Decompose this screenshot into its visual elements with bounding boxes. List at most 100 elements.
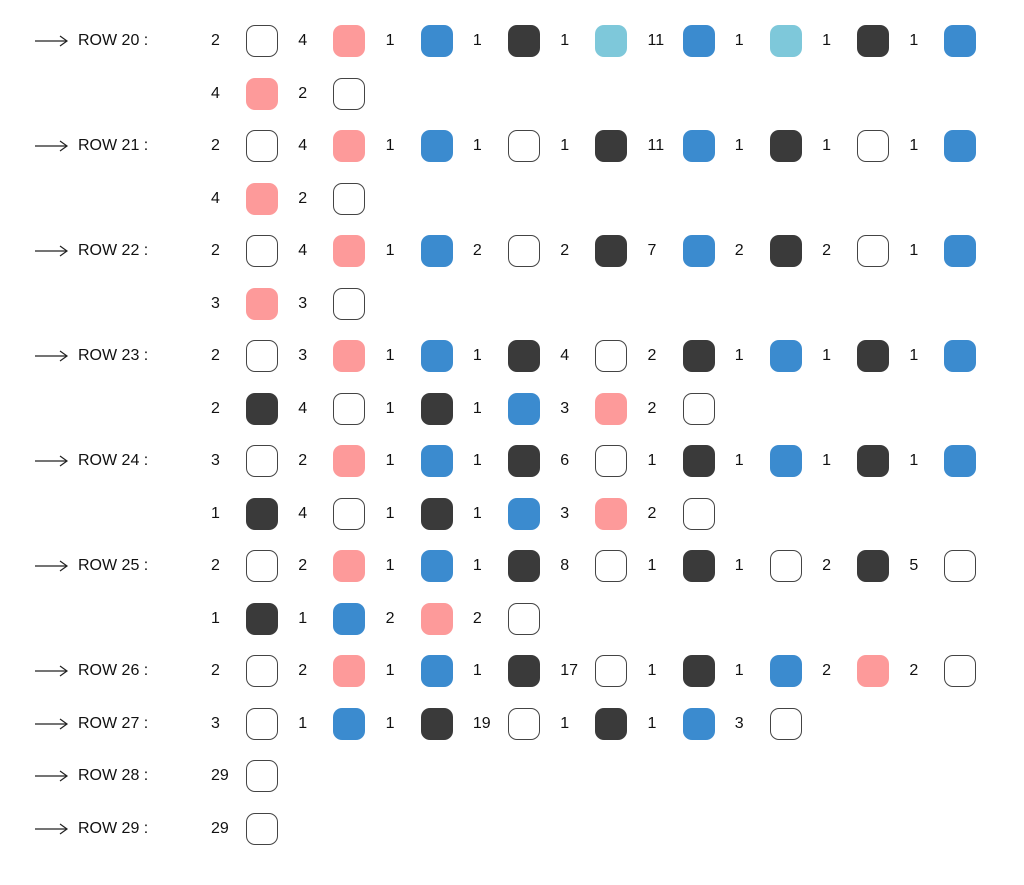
arrow-right-icon (35, 35, 69, 47)
stitch-count: 1 (472, 32, 482, 49)
stitch-count: 3 (734, 714, 744, 732)
color-swatch-blue (682, 235, 715, 268)
color-swatch-blue (507, 392, 540, 425)
stitch-count: 2 (211, 347, 220, 365)
stitch-count: 1 (909, 347, 919, 365)
color-swatch-white (507, 235, 540, 268)
pattern-row: ROW 26 : 2 2 1 1 17 1 1 2 2 (0, 654, 1024, 688)
row-label: ROW 20 : (78, 32, 149, 49)
stitch-count: 4 (211, 189, 220, 207)
stitch-count: 2 (822, 662, 831, 680)
pattern-row: ROW 25 : 2 2 1 1 8 1 1 2 5 (0, 549, 1024, 583)
stitch-count: 2 (298, 452, 308, 470)
stitch-count: 29 (211, 819, 229, 837)
stitch-count: 1 (734, 32, 744, 49)
stitch-count: 1 (298, 714, 308, 732)
color-swatch-white (333, 77, 366, 110)
color-swatch-pink (333, 445, 366, 478)
color-swatch-white (246, 550, 278, 583)
stitch-count: 1 (385, 347, 395, 365)
stitch-count: 1 (385, 137, 395, 155)
stitch-count: 1 (734, 137, 744, 155)
color-swatch-white (595, 340, 628, 373)
stitch-count: 1 (560, 32, 570, 49)
stitch-count: 2 (647, 347, 657, 365)
color-swatch-dark-gray (769, 235, 802, 268)
color-swatch-light-blue (769, 25, 802, 57)
row-label: ROW 23 : (78, 347, 149, 365)
stitch-count: 3 (211, 294, 220, 312)
color-swatch-blue (944, 445, 977, 478)
arrow-right-icon (35, 140, 69, 152)
color-swatch-pink (595, 497, 628, 530)
arrow-right-icon (35, 455, 69, 467)
stitch-count: 2 (734, 242, 744, 260)
color-swatch-dark-gray (769, 130, 802, 163)
color-swatch-white (333, 497, 366, 530)
stitch-count: 2 (647, 399, 657, 417)
stitch-count: 1 (822, 32, 831, 49)
color-swatch-white (944, 550, 977, 583)
stitch-count: 1 (734, 662, 744, 680)
color-swatch-dark-gray (507, 25, 540, 57)
stitch-count: 1 (822, 137, 831, 155)
color-swatch-dark-gray (857, 445, 890, 478)
row-label: ROW 22 : (78, 242, 149, 260)
color-swatch-blue (420, 235, 453, 268)
stitch-count: 4 (560, 347, 570, 365)
color-swatch-dark-gray (246, 602, 278, 635)
arrow-right-icon (35, 245, 69, 257)
stitch-count: 2 (385, 609, 395, 627)
stitch-count: 1 (909, 242, 919, 260)
stitch-count: 1 (734, 557, 744, 575)
stitch-count: 1 (472, 347, 482, 365)
stitch-count: 2 (211, 242, 220, 260)
pattern-row: ROW 27 :3 1 1 19 1 1 3 (0, 707, 1024, 741)
color-swatch-white (246, 445, 278, 478)
color-swatch-blue (420, 25, 453, 57)
color-swatch-pink (246, 77, 278, 110)
stitch-count: 2 (211, 137, 220, 155)
color-swatch-white (333, 287, 366, 320)
stitch-count: 2 (211, 32, 220, 49)
stitch-count: 3 (560, 399, 570, 417)
color-swatch-pink (333, 655, 366, 688)
stitch-count: 1 (298, 609, 308, 627)
stitch-count: 1 (385, 557, 395, 575)
color-swatch-blue (682, 25, 715, 57)
stitch-count: 1 (472, 399, 482, 417)
stitch-count: 1 (211, 504, 220, 522)
color-swatch-dark-gray (246, 497, 278, 530)
row-label: ROW 21 : (78, 137, 149, 155)
arrow-right-icon (35, 350, 69, 362)
stitch-count: 2 (822, 242, 831, 260)
color-swatch-white (507, 130, 540, 163)
pattern-row: ROW 23 : 2 3 1 1 4 2 1 1 1 (0, 339, 1024, 373)
stitch-count: 3 (211, 452, 220, 470)
color-swatch-white (246, 25, 278, 57)
stitch-count: 1 (472, 504, 482, 522)
color-swatch-white (595, 655, 628, 688)
color-swatch-white (769, 550, 802, 583)
stitch-count: 2 (298, 662, 308, 680)
color-swatch-blue (420, 445, 453, 478)
stitch-count: 1 (472, 137, 482, 155)
color-swatch-blue (682, 707, 715, 740)
stitch-count: 1 (385, 662, 395, 680)
row-label: ROW 29 : (78, 819, 149, 837)
color-swatch-dark-gray (595, 130, 628, 163)
color-swatch-white (682, 497, 715, 530)
color-swatch-white (507, 602, 540, 635)
stitch-count: 3 (211, 714, 220, 732)
color-swatch-dark-gray (246, 392, 278, 425)
stitch-count: 2 (211, 662, 220, 680)
color-swatch-pink (420, 602, 453, 635)
stitch-count: 2 (211, 399, 220, 417)
color-swatch-white (595, 550, 628, 583)
color-swatch-light-blue (595, 25, 628, 57)
color-swatch-blue (944, 235, 977, 268)
stitch-count: 4 (211, 84, 220, 102)
stitch-count: 8 (560, 557, 570, 575)
